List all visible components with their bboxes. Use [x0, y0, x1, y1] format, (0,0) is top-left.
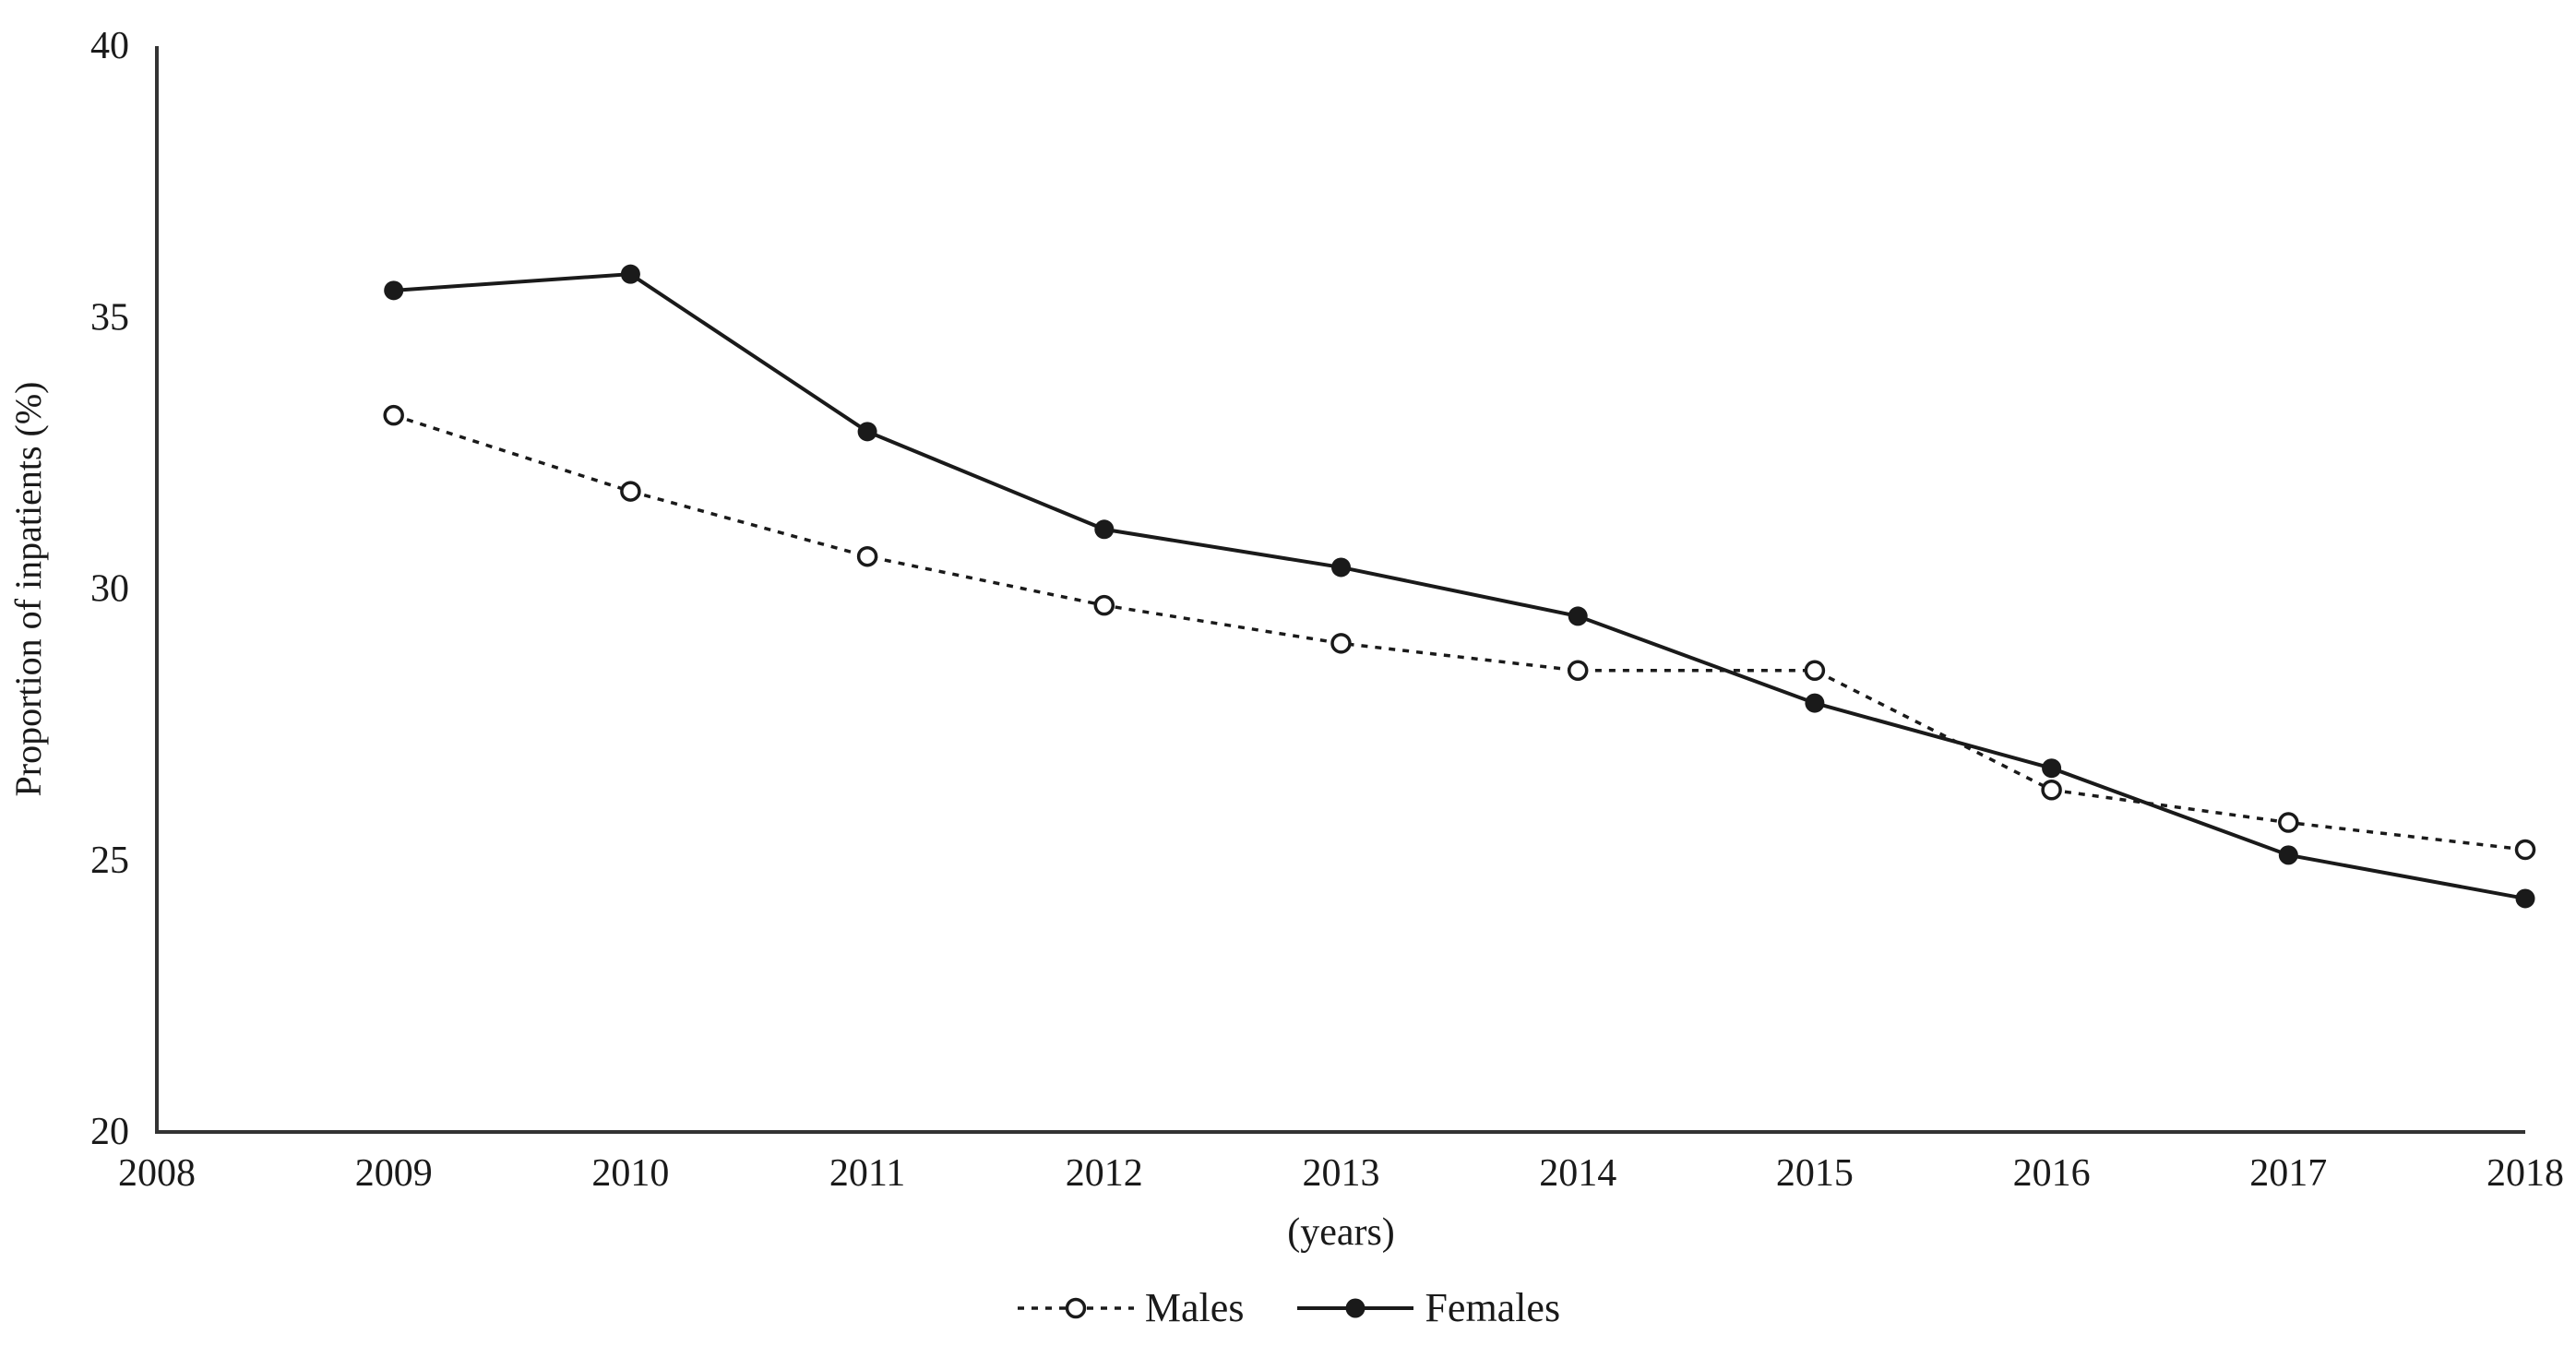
males-line [393, 413, 2526, 852]
females-data-point-marker [2515, 888, 2535, 909]
males-data-point-marker [2278, 812, 2299, 833]
females-line [393, 272, 2526, 900]
males-data-point-marker [620, 481, 641, 502]
males-data-point-marker [1804, 660, 1826, 682]
legend-item-males: Males [1016, 1284, 1245, 1331]
males-data-point-marker [1567, 660, 1589, 682]
y-tick-label: 35 [90, 296, 129, 339]
y-tick-label: 40 [90, 25, 129, 67]
females-data-point-marker [1094, 519, 1115, 540]
x-tick-label: 2017 [2249, 1152, 2327, 1195]
females-data-point-marker [1331, 557, 1351, 578]
males-data-point-marker [1330, 633, 1352, 654]
x-tick-label: 2018 [2487, 1152, 2564, 1195]
males-data-point-marker [383, 404, 404, 426]
x-tick-label: 2012 [1066, 1152, 1143, 1195]
x-tick-label: 2010 [591, 1152, 669, 1195]
females-data-point-marker [620, 264, 640, 284]
females-data-point-marker [2042, 758, 2062, 779]
males-data-point-marker [1093, 594, 1115, 616]
females-solid-filled-circle-swatch [1297, 1298, 1414, 1317]
males-data-point-marker [2514, 839, 2536, 861]
x-tick-label: 2014 [1539, 1152, 1616, 1195]
legend: Males Females [0, 1284, 2576, 1331]
x-tick-label: 2009 [355, 1152, 433, 1195]
females-data-point-marker [857, 422, 877, 442]
x-tick-label: 2013 [1303, 1152, 1380, 1195]
x-tick-label: 2015 [1776, 1152, 1854, 1195]
y-tick-label: 20 [90, 1111, 129, 1153]
females-data-point-marker [2278, 845, 2298, 865]
legend-item-females: Females [1295, 1284, 1560, 1331]
males-data-point-marker [2041, 779, 2062, 801]
x-axis-title: (years) [1287, 1211, 1395, 1254]
y-tick-label: 25 [90, 840, 129, 882]
males-dashed-open-circle-swatch [1017, 1297, 1134, 1318]
x-tick-label: 2016 [2013, 1152, 2091, 1195]
y-axis-title: Proportion of inpatients (%) [7, 382, 49, 797]
females-data-point-marker [384, 280, 404, 301]
legend-label-females: Females [1425, 1285, 1561, 1330]
legend-label-males: Males [1144, 1285, 1245, 1330]
y-tick-label: 30 [90, 568, 129, 611]
x-tick-label: 2011 [829, 1152, 905, 1195]
females-data-point-marker [1805, 693, 1825, 713]
females-data-point-marker [1568, 606, 1588, 626]
males-data-point-marker [856, 545, 878, 567]
x-tick-label: 2008 [118, 1152, 196, 1195]
